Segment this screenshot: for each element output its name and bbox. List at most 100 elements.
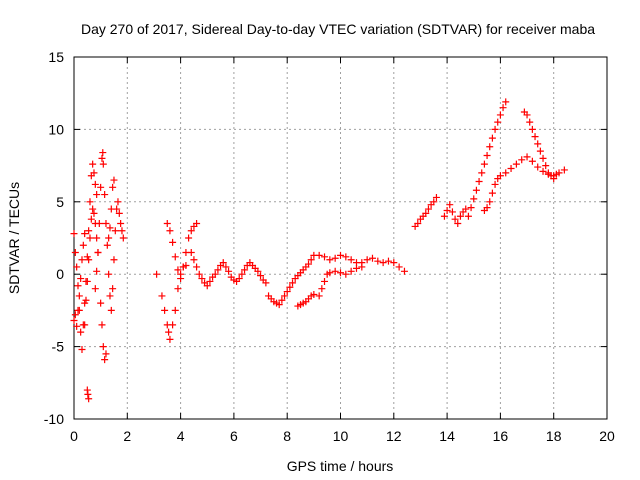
x-tick-label: 6 (230, 428, 238, 444)
data-point (315, 292, 323, 300)
x-axis-label: GPS time / hours (287, 458, 394, 474)
series-sat-h (114, 198, 127, 242)
data-point (105, 234, 113, 242)
data-point (310, 290, 318, 298)
series-sat-p (315, 251, 408, 275)
data-point (475, 178, 483, 186)
data-point (74, 282, 82, 290)
data-point (78, 256, 86, 264)
data-point (486, 198, 494, 206)
data-point (374, 257, 382, 265)
data-point (94, 248, 102, 256)
series-sat-e (91, 149, 118, 293)
data-point (79, 241, 87, 249)
data-point (82, 296, 90, 304)
data-point (542, 162, 550, 170)
series-sat-c (81, 205, 102, 329)
data-point (331, 254, 339, 262)
data-point (502, 98, 510, 106)
data-point (109, 285, 117, 293)
y-axis-label: SDTVAR / TECUs (6, 182, 22, 294)
data-point (89, 160, 97, 168)
data-point (71, 311, 79, 319)
data-point (358, 259, 366, 267)
x-tick-label: 8 (283, 428, 291, 444)
data-point (110, 256, 118, 264)
data-point (326, 256, 334, 264)
data-point (528, 125, 536, 133)
data-point (241, 266, 249, 274)
data-point (534, 163, 542, 171)
series-sat-g (105, 205, 121, 314)
data-point (99, 149, 107, 157)
data-point (480, 160, 488, 168)
data-point (321, 253, 329, 261)
data-point (187, 227, 195, 235)
x-tick-label: 14 (439, 428, 455, 444)
data-point (496, 111, 504, 119)
data-point (337, 251, 344, 259)
data-point (523, 153, 531, 161)
data-point (307, 256, 315, 264)
x-tick-label: 16 (493, 428, 509, 444)
data-point (539, 167, 547, 175)
data-point (321, 277, 329, 285)
data-point (363, 256, 371, 264)
data-point (101, 191, 109, 199)
data-point (347, 256, 355, 264)
data-point (281, 292, 289, 300)
data-point (424, 205, 432, 213)
data-point (507, 164, 515, 172)
data-point (166, 335, 174, 343)
data-point (499, 104, 507, 112)
series-sat-f (97, 299, 110, 364)
data-point (102, 220, 110, 228)
data-point (518, 156, 526, 164)
data-point (491, 125, 499, 133)
data-point (190, 256, 198, 264)
series-sat-k (163, 220, 190, 283)
data-point (531, 133, 539, 141)
y-tick-label: 0 (56, 266, 64, 282)
data-point (90, 169, 98, 177)
plot-frame (73, 56, 608, 420)
data-point (305, 260, 313, 268)
x-tick-label: 4 (177, 428, 185, 444)
grid-lines (74, 57, 607, 419)
data-point (169, 238, 177, 246)
data-point (254, 267, 262, 275)
data-point (390, 259, 398, 267)
data-point (182, 262, 190, 270)
data-point (163, 220, 171, 228)
data-point (337, 269, 344, 277)
chart-title: Day 270 of 2017, Sidereal Day-to-day VTE… (81, 21, 595, 37)
data-point (86, 234, 94, 242)
data-point (278, 296, 286, 304)
data-point (73, 322, 81, 330)
data-point (526, 118, 534, 126)
data-point (552, 170, 560, 178)
data-point (97, 299, 105, 307)
data-point (430, 198, 438, 206)
data-point (472, 186, 480, 194)
data-point (534, 140, 542, 148)
data-point (174, 266, 182, 274)
data-point (99, 160, 107, 168)
data-point (114, 198, 122, 206)
data-point (103, 241, 111, 249)
data-point (467, 204, 475, 212)
data-point (326, 269, 334, 277)
data-point (193, 220, 201, 228)
data-point (448, 208, 456, 216)
data-point (84, 390, 92, 398)
y-tick-label: 10 (48, 121, 64, 137)
data-point (488, 189, 496, 197)
data-point (470, 195, 478, 203)
series-sat-t (480, 153, 568, 214)
data-point (379, 259, 387, 267)
data-point (536, 147, 544, 155)
data-point (115, 209, 123, 217)
data-point (342, 253, 350, 261)
